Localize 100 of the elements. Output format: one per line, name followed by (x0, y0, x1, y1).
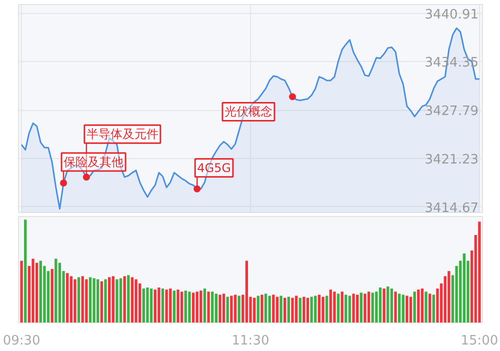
bar (77, 277, 80, 322)
bar (272, 294, 275, 322)
bar (196, 292, 198, 322)
bar (81, 276, 84, 322)
bar (284, 298, 286, 322)
bar (200, 290, 202, 322)
bar (325, 296, 328, 322)
bar (402, 294, 404, 322)
bar (112, 276, 114, 322)
bar (188, 292, 191, 322)
bar (203, 288, 206, 322)
annotation: 光伏概念 (224, 104, 272, 119)
bar (367, 292, 370, 322)
annotation: 4G5G (197, 160, 231, 175)
bar (378, 288, 382, 322)
bar (192, 292, 195, 322)
point (82, 174, 90, 181)
bar (39, 260, 42, 322)
bar (96, 279, 100, 322)
bar (54, 258, 58, 322)
bar (276, 296, 279, 322)
y-tick-label: 3427.79 (424, 104, 479, 120)
bar (211, 292, 214, 322)
bar (329, 290, 332, 322)
bar (58, 262, 62, 322)
bar (280, 296, 282, 322)
bar (130, 277, 134, 322)
bar (382, 288, 386, 322)
bar (169, 288, 172, 322)
bar (310, 296, 313, 322)
bar (50, 268, 54, 322)
bar (340, 292, 344, 322)
bar (252, 298, 256, 322)
bar (264, 294, 268, 322)
bar (24, 220, 27, 322)
bar (318, 294, 321, 322)
bar (256, 296, 260, 322)
bar (214, 294, 218, 322)
bar (172, 290, 176, 322)
y-tick-label: 3440.91 (424, 7, 479, 22)
x-tick-label: 15:00 (460, 334, 498, 348)
bar (287, 296, 290, 322)
bar (238, 296, 240, 322)
bar (154, 290, 156, 322)
bar (390, 288, 394, 322)
bar (100, 281, 104, 322)
bar (409, 296, 412, 322)
bar (302, 296, 306, 322)
bar (116, 279, 118, 322)
bar (245, 260, 248, 322)
y-tick-label: 3414.67 (424, 200, 479, 216)
bar (352, 294, 355, 322)
x-tick-label: 09:30 (2, 334, 40, 348)
bar (260, 294, 264, 322)
bar (134, 279, 138, 322)
bar (234, 294, 237, 322)
bar (150, 288, 153, 322)
bar (448, 271, 450, 322)
point (60, 180, 68, 186)
bar (478, 222, 481, 322)
bar (207, 292, 210, 322)
bar (294, 296, 298, 322)
bar (394, 292, 397, 322)
bar (406, 296, 408, 322)
bar (165, 290, 168, 322)
bar (360, 292, 362, 322)
bar (176, 290, 180, 322)
bar (138, 283, 142, 322)
bar (322, 296, 324, 322)
bar (413, 292, 416, 322)
bar (108, 277, 111, 322)
bar (314, 296, 317, 322)
bar (344, 294, 348, 322)
bar (85, 279, 88, 322)
bar (70, 276, 72, 322)
bar (184, 290, 187, 322)
bar (226, 296, 229, 322)
bar (417, 290, 420, 322)
bar (375, 292, 378, 322)
bar (306, 298, 310, 322)
bar (268, 296, 271, 322)
bar (424, 292, 428, 322)
x-tick-label: 11:30 (232, 334, 270, 348)
bar (20, 260, 23, 322)
bar (127, 275, 130, 322)
bar (336, 294, 340, 322)
bar (158, 288, 160, 322)
bar (462, 254, 466, 322)
bar (333, 292, 336, 322)
bar (386, 286, 390, 322)
annotation: 保险及其他 (64, 154, 124, 169)
bar (92, 278, 96, 322)
bar (298, 298, 302, 322)
bar (88, 277, 92, 322)
bar (119, 278, 122, 322)
bar (218, 294, 222, 322)
bar (142, 288, 145, 322)
bar (364, 294, 366, 322)
bar (32, 258, 34, 322)
bar (123, 276, 126, 322)
